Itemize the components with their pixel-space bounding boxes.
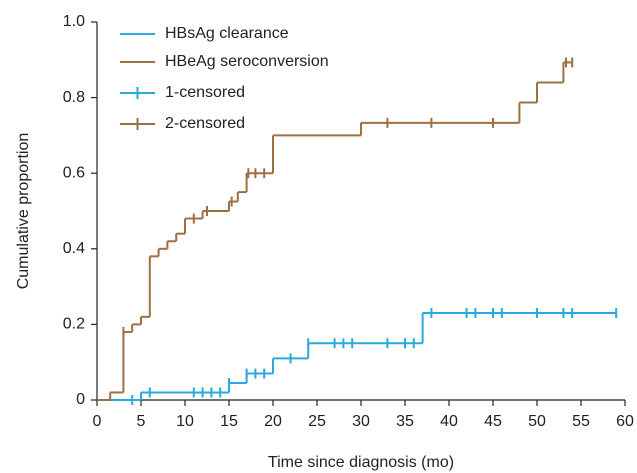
x-tick-label: 10 — [176, 413, 194, 430]
y-tick-label: 0.8 — [63, 89, 85, 106]
x-tick-label: 0 — [93, 413, 102, 430]
x-tick-label: 30 — [352, 413, 370, 430]
legend-label: HBsAg clearance — [165, 25, 289, 42]
y-tick-label: 0 — [76, 391, 85, 408]
y-tick-label: 0.2 — [63, 316, 85, 333]
y-tick-label: 0.6 — [63, 164, 85, 181]
x-tick-label: 15 — [220, 413, 238, 430]
y-tick-label: 1.0 — [63, 13, 85, 30]
x-tick-label: 50 — [528, 413, 546, 430]
x-tick-label: 45 — [484, 413, 502, 430]
x-tick-label: 25 — [308, 413, 326, 430]
y-axis-label: Cumulative proportion — [15, 133, 32, 290]
x-tick-label: 20 — [264, 413, 282, 430]
x-axis-label: Time since diagnosis (mo) — [268, 454, 454, 471]
x-tick-label: 40 — [440, 413, 458, 430]
legend-label: HBeAg seroconversion — [165, 53, 329, 70]
y-tick-label: 0.4 — [63, 240, 85, 257]
legend-label: 1-censored — [165, 84, 245, 101]
legend-label: 2-censored — [165, 115, 245, 132]
x-tick-label: 60 — [616, 413, 634, 430]
x-tick-label: 5 — [137, 413, 146, 430]
x-tick-label: 35 — [396, 413, 414, 430]
x-tick-label: 55 — [572, 413, 590, 430]
